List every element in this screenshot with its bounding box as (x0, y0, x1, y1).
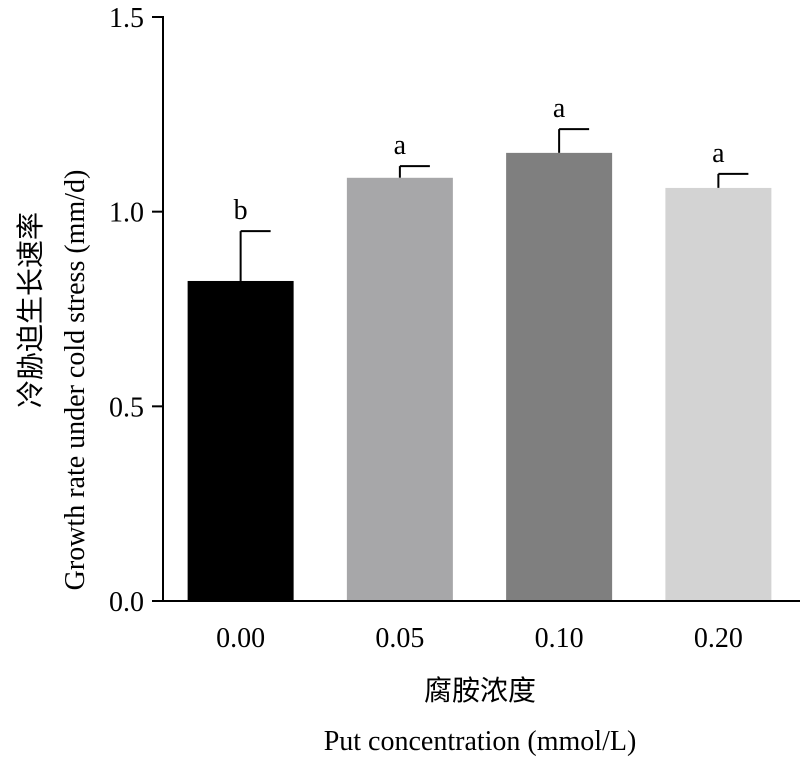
x-axis-label-cn: 腐胺浓度 (424, 675, 536, 707)
y-tick-label: 0.0 (109, 587, 144, 618)
x-axis-label: Put concentration (mmol/L) (324, 726, 637, 757)
x-tick-label: 0.10 (535, 623, 584, 654)
significance-label: b (234, 195, 248, 226)
bar-0.20 (665, 187, 772, 601)
bar-0.05 (346, 177, 453, 601)
x-tick-label: 0.00 (216, 623, 265, 654)
bar-0.10 (506, 152, 613, 602)
significance-label: a (394, 130, 407, 161)
bar-0.00 (187, 280, 294, 601)
y-tick-label: 1.0 (109, 198, 144, 229)
significance-label: a (553, 93, 566, 124)
y-axis-label: Growth rate under cold stress (mm/d) (60, 170, 91, 591)
x-tick-label: 0.05 (375, 623, 424, 654)
y-axis-label-cn: 冷胁迫生长速率 (15, 212, 47, 408)
y-tick-label: 0.5 (109, 392, 144, 423)
significance-label: a (712, 138, 725, 169)
y-tick-label: 1.5 (109, 3, 144, 34)
x-tick-label: 0.20 (694, 623, 743, 654)
